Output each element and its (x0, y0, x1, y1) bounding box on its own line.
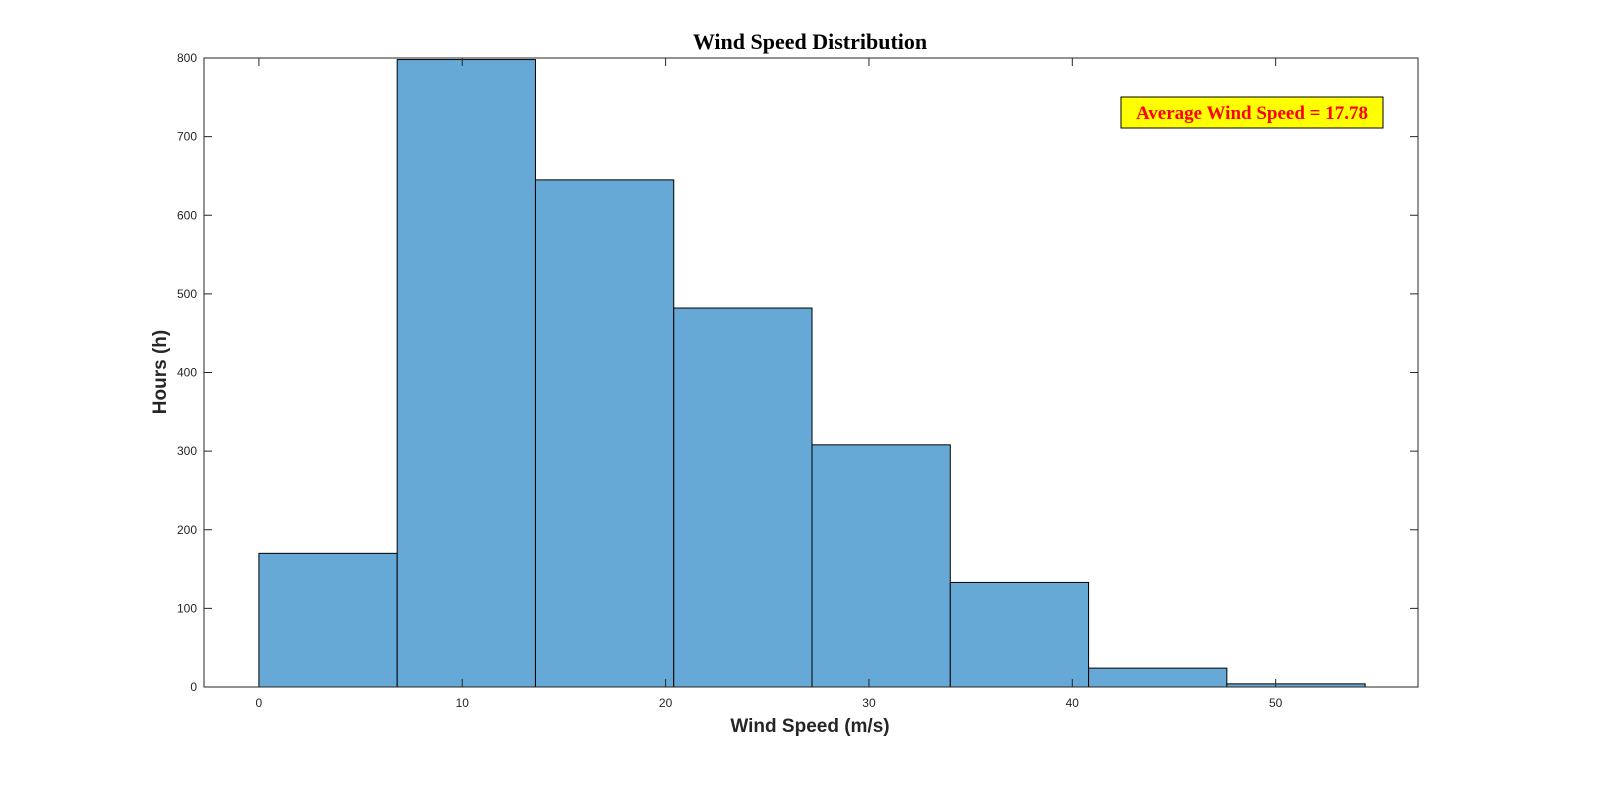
y-tick-label: 0 (190, 680, 197, 694)
y-tick-label: 800 (177, 51, 197, 65)
histogram-bar (1088, 667, 1228, 688)
x-tick-label: 10 (456, 696, 470, 710)
x-axis-title: Wind Speed (m/s) (730, 716, 889, 737)
histogram-bar (258, 552, 398, 688)
x-tick-label: 20 (659, 696, 673, 710)
y-tick-label: 200 (177, 523, 197, 537)
x-tick-label: 40 (1066, 696, 1080, 710)
y-tick-label: 600 (177, 208, 197, 222)
average-annotation: Average Wind Speed = 17.78 (1120, 96, 1384, 129)
y-tick-label: 700 (177, 130, 197, 144)
histogram-bar (673, 307, 813, 688)
x-tick-label: 0 (256, 696, 263, 710)
y-tick-label: 500 (177, 287, 197, 301)
annotation-box (1120, 96, 1384, 129)
histogram-bar (811, 444, 951, 688)
histogram-bar (396, 59, 536, 688)
histogram-bar (534, 179, 675, 688)
chart-title: Wind Speed Distribution (693, 29, 927, 54)
x-tick-label: 30 (862, 696, 876, 710)
annotation-text: Average Wind Speed = 17.78 (1136, 103, 1368, 124)
y-tick-label: 300 (177, 444, 197, 458)
y-tick-label: 100 (177, 601, 197, 615)
x-tick-label: 50 (1269, 696, 1283, 710)
bars-group (258, 59, 1366, 688)
histogram-bar (949, 581, 1090, 688)
y-axis-title: Hours (h) (150, 330, 171, 414)
y-tick-label: 400 (177, 366, 197, 380)
